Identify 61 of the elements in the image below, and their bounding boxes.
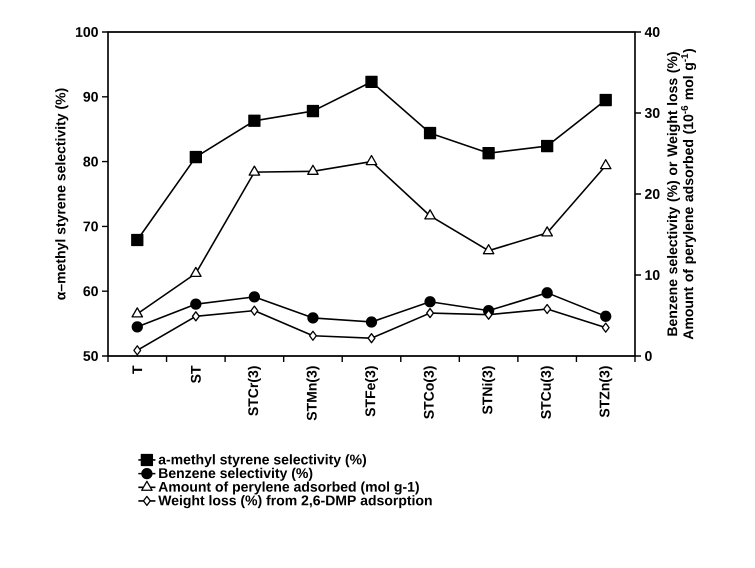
point — [308, 330, 317, 341]
x-tick-label: STCo(3) — [424, 366, 437, 419]
point — [365, 76, 378, 88]
legend-label: Weight loss (%) from 2,6-DMP adsorption — [158, 495, 432, 508]
y2-tick-label: 0 — [645, 351, 652, 361]
point — [250, 305, 258, 316]
x-tick-label: ST — [190, 366, 201, 384]
y-tick-label: 70 — [83, 221, 98, 232]
y-tick-label: 80 — [83, 156, 98, 167]
point — [482, 244, 494, 254]
point — [600, 310, 612, 322]
y-tick-label: 100 — [76, 27, 98, 37]
y2-tick-label: 40 — [644, 27, 660, 37]
point — [600, 94, 612, 106]
point — [131, 307, 144, 318]
point — [190, 150, 202, 164]
y2-tick-label: 20 — [645, 189, 660, 199]
point — [190, 298, 202, 310]
y2-axis-title: Benzene selectivity (%) or Weight loss (%) Amount of perylene adsorbed (10$^{-6}$ mol g$^{-1}$) — [666, 48, 696, 340]
y-tick-label: 90 — [83, 92, 98, 102]
legend-label: Amount of perylene adsorbed (mol g-1) — [158, 481, 419, 495]
point — [367, 333, 376, 344]
point — [543, 304, 552, 314]
point — [424, 209, 436, 220]
y-tick-label: 60 — [83, 286, 98, 296]
point — [426, 308, 434, 318]
y2-tick-label: 10 — [645, 270, 660, 280]
point — [248, 114, 261, 127]
point — [541, 140, 554, 152]
point — [541, 226, 554, 237]
point — [424, 296, 436, 308]
point — [602, 322, 610, 333]
x-tick-label: T — [132, 366, 142, 374]
point — [248, 165, 260, 176]
point — [192, 311, 200, 322]
point — [307, 312, 319, 324]
point — [190, 266, 202, 278]
y-axis-title: α–methyl styrene selectivity (%) — [55, 88, 68, 300]
x-tick-label: STZn(3) — [599, 366, 612, 418]
x-tick-label: STMn(3) — [306, 366, 320, 420]
point — [484, 310, 493, 320]
point — [132, 321, 143, 332]
point — [133, 345, 142, 356]
y-tick-label: 50 — [83, 351, 98, 361]
x-tick-label: STFe(3) — [364, 366, 378, 416]
point — [307, 164, 319, 175]
point — [248, 291, 260, 303]
point — [542, 287, 553, 298]
x-tick-label: STCu(3) — [540, 366, 554, 419]
x-tick-label: STCr(3) — [248, 366, 261, 416]
point — [306, 104, 320, 118]
point — [366, 316, 378, 328]
point — [600, 159, 612, 170]
point — [482, 147, 495, 160]
point — [366, 154, 378, 166]
point — [131, 234, 144, 246]
legend-label: a-methyl styrene selectivity (%) — [158, 454, 366, 468]
point — [424, 126, 436, 140]
x-tick-label: STNi(3) — [482, 366, 496, 414]
legend-label: Benzene selectivity (%) — [159, 468, 312, 481]
y2-tick-label: 30 — [644, 108, 660, 118]
